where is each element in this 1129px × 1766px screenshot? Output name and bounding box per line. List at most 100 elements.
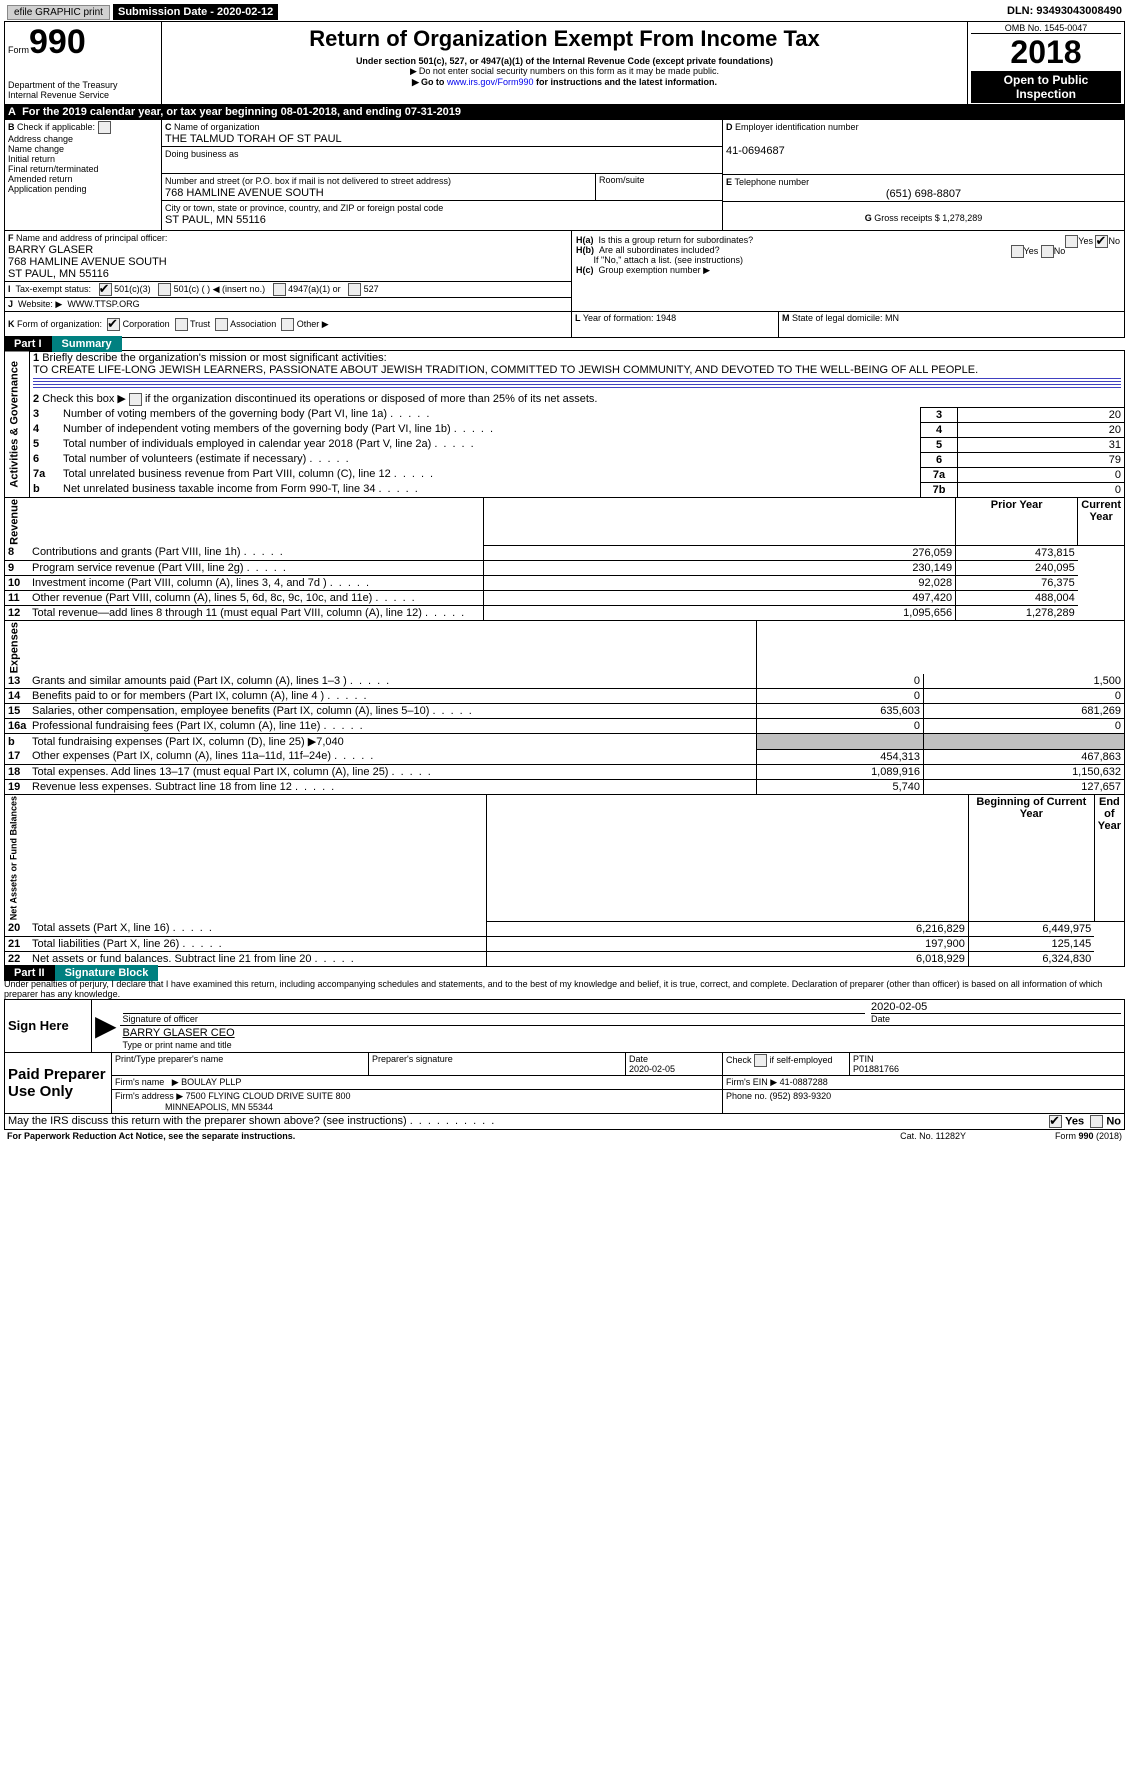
b-item[interactable]: Address change (8, 134, 158, 144)
submission-date: Submission Date - 2020-02-12 (113, 4, 278, 20)
ptin-l: PTIN (853, 1054, 874, 1064)
officer-name: BARRY GLASER CEO (123, 1027, 235, 1039)
i-2: 4947(a)(1) or (288, 284, 341, 294)
e-label: Telephone number (735, 177, 810, 187)
mission: TO CREATE LIFE-LONG JEWISH LEARNERS, PAS… (33, 364, 978, 376)
ein: 41-0694687 (726, 145, 785, 157)
addr: 7500 FLYING CLOUD DRIVE SUITE 800 (186, 1091, 351, 1101)
hb-note: If "No," attach a list. (see instruction… (594, 255, 743, 265)
b-label: Check if applicable: (17, 122, 95, 132)
section-bg: B Check if applicable: Address changeNam… (4, 120, 1125, 231)
phone-l: Phone no. (726, 1091, 767, 1101)
prep-phone: (952) 893-9320 (770, 1091, 832, 1101)
footer: For Paperwork Reduction Act Notice, see … (4, 1130, 1125, 1142)
d-label: Employer identification number (735, 122, 859, 132)
col-prior: Prior Year (956, 498, 1078, 546)
b-item[interactable]: Initial return (8, 154, 158, 164)
l2: Check this box ▶ if the organization dis… (42, 393, 597, 405)
firm-l: Firm's name (115, 1077, 164, 1087)
dln: DLN: 93493043008490 (784, 4, 1125, 21)
date-label: Date (871, 1013, 1121, 1024)
tax-year: 2018 (971, 34, 1121, 71)
c-name-label: Name of organization (174, 122, 260, 132)
pcol3: Date (629, 1054, 648, 1064)
side-net: Net Assets or Fund Balances (5, 795, 487, 921)
i-3: 527 (364, 284, 379, 294)
declaration: Under penalties of perjury, I declare th… (4, 979, 1125, 999)
room-label: Room/suite (596, 174, 723, 201)
gross-receipts: Gross receipts $ 1,278,289 (874, 213, 982, 223)
col-end: End of Year (1094, 795, 1124, 921)
f-label: Name and address of principal officer: (16, 233, 167, 243)
form-prefix: Form (8, 45, 29, 55)
k-label: Form of organization: (17, 319, 102, 329)
b-item[interactable]: Application pending (8, 184, 158, 194)
col-curr: Current Year (1078, 498, 1125, 546)
pcheck: Check if self-employed (723, 1053, 850, 1076)
paid-label: Paid Preparer Use Only (5, 1053, 112, 1114)
sign-here-table: Sign Here ▶ Signature of officer 2020-02… (4, 999, 1125, 1053)
pcol1: Print/Type preparer's name (112, 1053, 369, 1076)
m-label: State of legal domicile: MN (792, 313, 899, 323)
i-0: 501(c)(3) (114, 284, 151, 294)
hc: Group exemption number ▶ (599, 265, 710, 275)
revenue-table: Revenue Prior YearCurrent Year 8Contribu… (4, 498, 1125, 621)
part1-header: Part ISummary (4, 338, 1125, 350)
sig-label: Signature of officer (123, 1013, 865, 1024)
phone: (651) 698-8807 (726, 188, 1121, 200)
hb: Are all subordinates included? (599, 245, 720, 255)
k-3: Other ▶ (297, 319, 329, 329)
omb: OMB No. 1545-0047 (971, 23, 1121, 34)
firm-ein: 41-0887288 (780, 1077, 828, 1087)
name-label: Type or print name and title (123, 1040, 232, 1050)
i-1: 501(c) ( ) ◀ (insert no.) (174, 284, 265, 294)
k-1: Trust (190, 319, 210, 329)
firm: BOULAY PLLP (181, 1077, 241, 1087)
sig-date: 2020-02-05 (871, 1001, 927, 1013)
website: WWW.TTSP.ORG (67, 299, 139, 309)
efile-btn[interactable]: efile GRAPHIC print (7, 5, 110, 20)
part1-title: Summary (52, 336, 122, 352)
footer-mid: Cat. No. 11282Y (813, 1130, 969, 1142)
street: 768 HAMLINE AVENUE SOUTH (165, 187, 324, 199)
org-name: THE TALMUD TORAH OF ST PAUL (165, 133, 342, 145)
paid-preparer-table: Paid Preparer Use Only Print/Type prepar… (4, 1053, 1125, 1114)
part2-header: Part IISignature Block (4, 967, 1125, 979)
dept: Department of the Treasury (8, 80, 158, 90)
city: ST PAUL, MN 55116 (165, 214, 266, 226)
b-item[interactable]: Amended return (8, 174, 158, 184)
pdate: 2020-02-05 (629, 1064, 675, 1074)
section-fh: F Name and address of principal officer:… (4, 231, 1125, 312)
open-inspection: Open to Public Inspection (971, 71, 1121, 103)
goto-link[interactable]: www.irs.gov/Form990 (447, 77, 534, 87)
k-0: Corporation (123, 319, 170, 329)
irs: Internal Revenue Service (8, 90, 158, 100)
officer: BARRY GLASER 768 HAMLINE AVENUE SOUTH ST… (8, 244, 167, 280)
goto-pre: Go to (412, 77, 447, 87)
form-header: Form990 Department of the Treasury Inter… (4, 21, 1125, 105)
i-label: Tax-exempt status: (16, 284, 92, 294)
j-label: Website: ▶ (18, 299, 62, 309)
section-klm: K Form of organization: Corporation Trus… (4, 312, 1125, 338)
footer-left: For Paperwork Reduction Act Notice, see … (4, 1130, 813, 1142)
expenses-table: Expenses 13Grants and similar amounts pa… (4, 621, 1125, 795)
form-title: Return of Organization Exempt From Incom… (166, 26, 963, 52)
activities-table: Activities & Governance 1 Briefly descri… (4, 350, 1125, 498)
k-2: Association (230, 319, 276, 329)
discuss: May the IRS discuss this return with the… (8, 1115, 407, 1127)
b-item[interactable]: Final return/terminated (8, 164, 158, 174)
ha: Is this a group return for subordinates? (599, 235, 754, 245)
ssn-warning: Do not enter social security numbers on … (166, 66, 963, 77)
pcol2: Preparer's signature (369, 1053, 626, 1076)
l1-label: Briefly describe the organization's miss… (42, 352, 386, 364)
a-begin: For the 2019 calendar year, or tax year … (22, 106, 337, 118)
l-label: Year of formation: 1948 (583, 313, 676, 323)
footer-right: Form 990 (2018) (1055, 1131, 1122, 1141)
b-item[interactable]: Name change (8, 144, 158, 154)
discuss-row: May the IRS discuss this return with the… (4, 1114, 1125, 1130)
side-rev: Revenue (5, 498, 484, 546)
ptin: P01881766 (853, 1064, 899, 1074)
sign-here: Sign Here (5, 999, 92, 1052)
row-a: A For the 2019 calendar year, or tax yea… (4, 105, 1125, 120)
side-ag: Activities & Governance (5, 351, 30, 498)
